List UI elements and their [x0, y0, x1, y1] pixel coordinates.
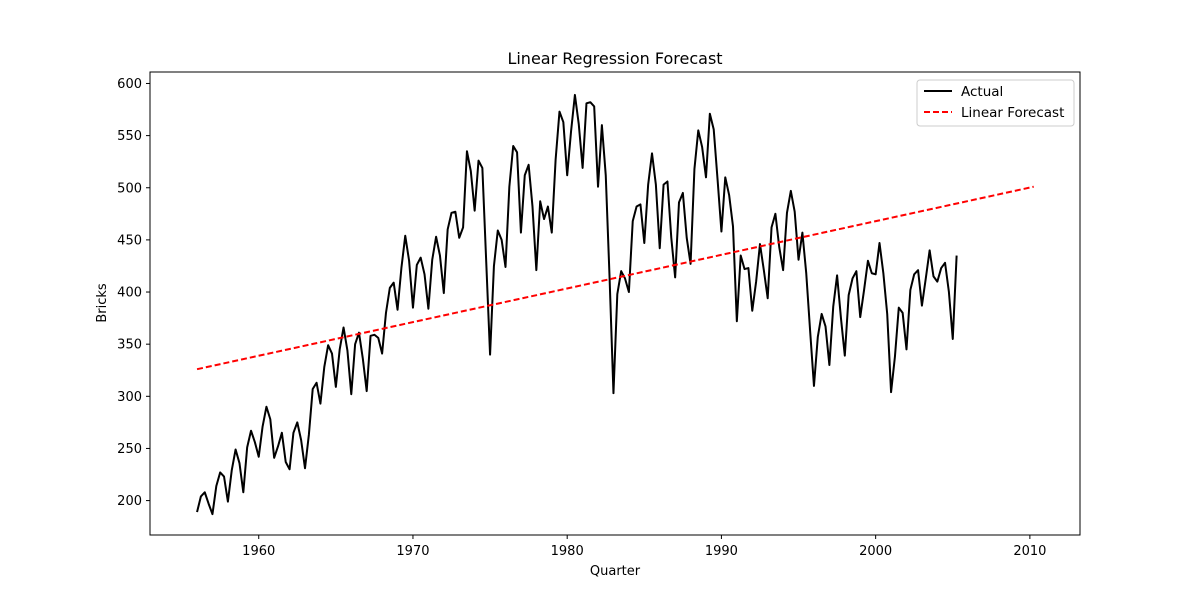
legend-label-actual: Actual: [961, 84, 1003, 100]
y-axis: 200 250 300 350 400 450 500 550 600: [117, 77, 150, 509]
plot-frame: [149, 71, 1081, 536]
y-tick-label: 500: [117, 181, 142, 196]
legend-label-linear-forecast: Linear Forecast: [961, 105, 1064, 121]
y-tick-label: 300: [117, 390, 142, 405]
y-tick-label: 200: [117, 494, 142, 509]
chart-title: Linear Regression Forecast: [507, 49, 722, 68]
series-line-actual: [196, 93, 958, 516]
y-tick-label: 450: [117, 233, 142, 248]
y-tick-label: 400: [117, 286, 142, 301]
y-tick-label: 250: [117, 442, 142, 457]
y-tick-label: 600: [117, 77, 142, 92]
legend: Actual Linear Forecast: [916, 79, 1075, 127]
x-tick-label: 1990: [705, 544, 738, 559]
x-axis: 1960 1970 1980 1990 2000 2010: [242, 535, 1046, 559]
series-line-linear-forecast: [196, 185, 1034, 371]
x-tick-label: 1970: [396, 544, 429, 559]
y-axis-label: Bricks: [95, 283, 110, 323]
y-tick-label: 550: [117, 129, 142, 144]
x-tick-label: 2000: [859, 544, 892, 559]
plot-area: [149, 71, 1081, 536]
x-tick-label: 1980: [551, 544, 584, 559]
y-tick-label: 350: [117, 338, 142, 353]
x-axis-label: Quarter: [590, 564, 641, 579]
x-tick-label: 1960: [242, 544, 275, 559]
x-tick-label: 2010: [1013, 544, 1046, 559]
legend-box: [916, 79, 1075, 127]
series-layer: [196, 93, 1034, 516]
